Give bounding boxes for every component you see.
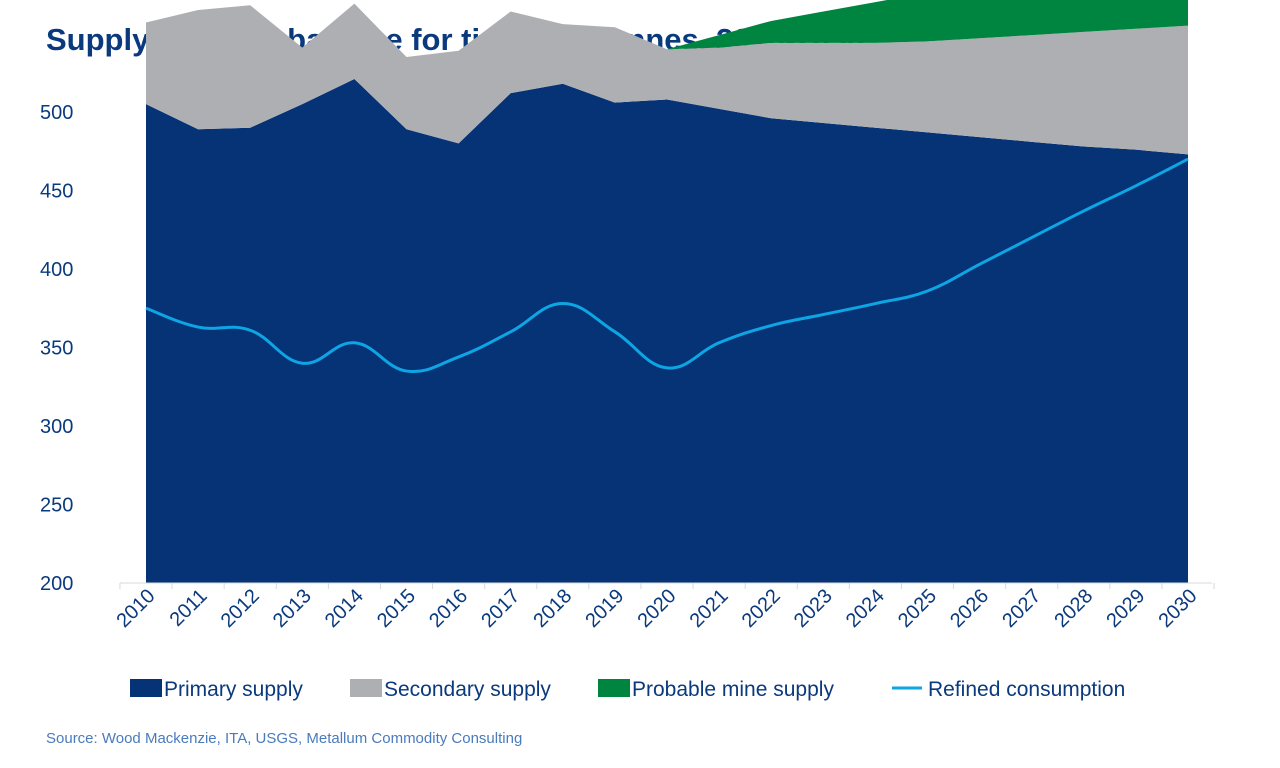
x-tick-label: 2022 <box>738 585 785 632</box>
x-tick-label: 2015 <box>373 585 420 632</box>
x-tick-label: 2014 <box>321 585 368 632</box>
line-refined-consumption <box>145 157 1189 374</box>
x-tick-label: 2018 <box>529 585 576 632</box>
legend-secondary-supply-label: Secondary supply <box>384 678 551 701</box>
x-tick-label: 2021 <box>686 585 733 632</box>
x-tick-label: 2017 <box>477 585 524 632</box>
x-tick-label: 2027 <box>998 585 1045 632</box>
x-tick-label: 2019 <box>581 585 628 632</box>
x-tick-label: 2020 <box>634 585 681 632</box>
x-tick-label: 2013 <box>269 585 316 632</box>
x-tick-label: 2030 <box>1155 585 1202 632</box>
area-primary-supply <box>146 79 1188 583</box>
y-tick-label: 200 <box>40 573 73 595</box>
x-tick-label: 2025 <box>894 585 941 632</box>
legend-probable-mine-supply-swatch <box>598 679 630 697</box>
legend-primary-supply-label: Primary supply <box>164 678 303 701</box>
x-tick-label: 2028 <box>1050 585 1097 632</box>
legend-secondary-supply-swatch <box>350 679 382 697</box>
legend-refined-consumption-label: Refined consumption <box>928 678 1125 701</box>
y-tick-label: 350 <box>40 338 73 360</box>
area-probable-mine-supply <box>667 0 1188 50</box>
x-tick-label: 2011 <box>166 585 212 631</box>
y-tick-label: 500 <box>40 102 73 124</box>
x-tick-label: 2012 <box>217 585 264 632</box>
y-tick-label: 400 <box>40 259 73 281</box>
y-tick-label: 450 <box>40 181 73 203</box>
x-tick-label: 2024 <box>842 585 889 632</box>
legend-probable-mine-supply-label: Probable mine supply <box>632 678 834 701</box>
x-tick-label: 2029 <box>1102 585 1149 632</box>
x-tick-label: 2023 <box>790 585 837 632</box>
x-tick-label: 2016 <box>425 585 472 632</box>
legend-primary-supply-swatch <box>130 679 162 697</box>
source-note: Source: Wood Mackenzie, ITA, USGS, Metal… <box>46 730 523 747</box>
y-tick-label: 300 <box>40 416 73 438</box>
x-tick-label: 2026 <box>946 585 993 632</box>
x-tick-label: 2010 <box>113 585 160 632</box>
y-tick-label: 250 <box>40 495 73 517</box>
